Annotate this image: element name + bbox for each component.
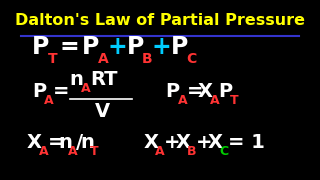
Text: A: A (155, 145, 165, 158)
Text: C: C (219, 145, 228, 158)
Text: X: X (207, 133, 222, 152)
Text: P: P (218, 82, 233, 101)
Text: /: / (76, 133, 83, 152)
Text: n: n (81, 133, 95, 152)
Text: RT: RT (91, 70, 118, 89)
Text: =: = (47, 133, 64, 152)
Text: T: T (230, 94, 239, 107)
Text: A: A (81, 82, 91, 95)
Text: X: X (197, 82, 212, 101)
Text: +: + (164, 133, 181, 152)
Text: A: A (98, 52, 108, 66)
Text: X: X (27, 133, 42, 152)
Text: =: = (60, 35, 80, 59)
Text: n: n (59, 133, 72, 152)
Text: n: n (70, 70, 84, 89)
Text: +: + (152, 35, 172, 59)
Text: A: A (210, 94, 219, 107)
Text: C: C (187, 52, 197, 66)
Text: B: B (187, 145, 197, 158)
Text: Dalton's Law of Partial Pressure: Dalton's Law of Partial Pressure (15, 13, 305, 28)
Text: =: = (53, 82, 69, 101)
Text: P: P (32, 82, 46, 101)
Text: = 1: = 1 (228, 133, 265, 152)
Text: P: P (165, 82, 180, 101)
Text: T: T (47, 52, 57, 66)
Text: +: + (196, 133, 213, 152)
Text: +: + (107, 35, 127, 59)
Text: T: T (90, 145, 99, 158)
Text: =: = (187, 82, 203, 101)
Text: P: P (171, 35, 188, 59)
Text: P: P (32, 35, 50, 59)
Text: X: X (143, 133, 158, 152)
Text: A: A (68, 145, 77, 158)
Text: A: A (178, 94, 187, 107)
Text: V: V (95, 102, 110, 121)
Text: B: B (142, 52, 153, 66)
Text: X: X (175, 133, 190, 152)
Text: A: A (38, 145, 48, 158)
Text: P: P (127, 35, 144, 59)
Text: P: P (82, 35, 100, 59)
Text: A: A (44, 94, 54, 107)
